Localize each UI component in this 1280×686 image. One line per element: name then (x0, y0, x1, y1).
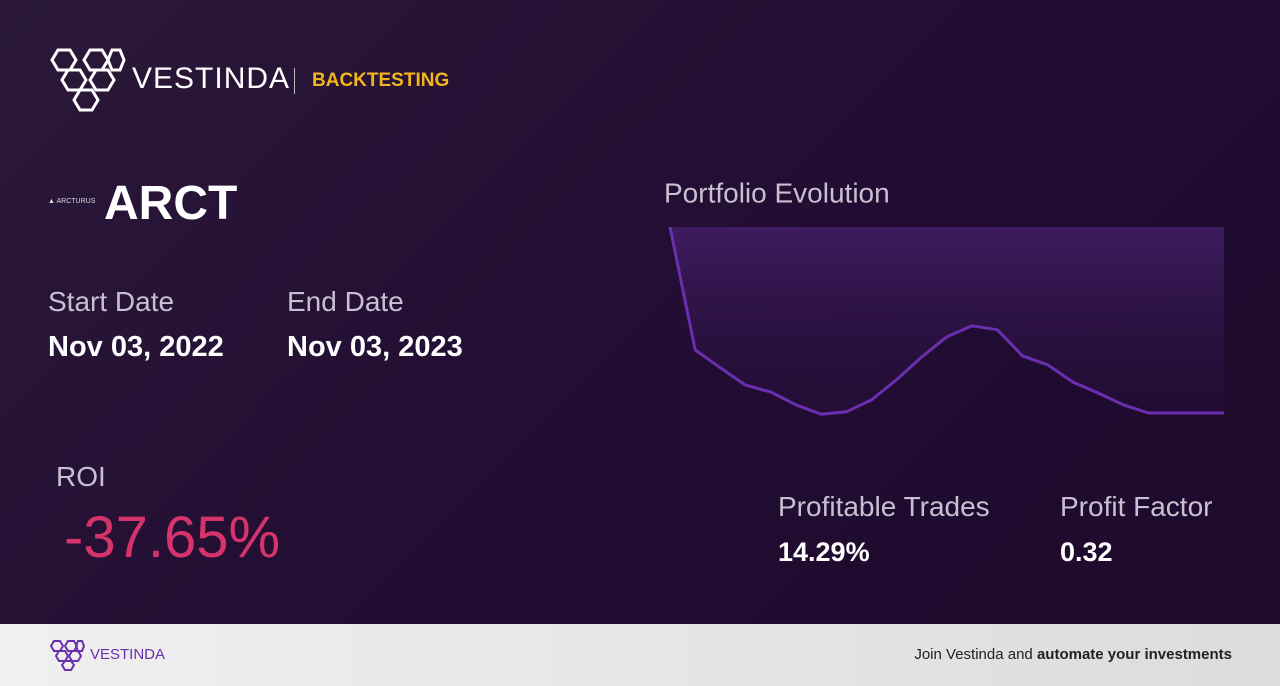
start-label: Start Date (48, 286, 175, 317)
footer-logo (49, 640, 86, 671)
brand: VESTINDA (132, 62, 291, 95)
area-fill (670, 227, 1224, 415)
asset-logo: ▲ ARCTURUS (48, 198, 96, 205)
footer: VESTINDA Join Vestinda and automate your… (0, 624, 1280, 686)
profitable-value: 14.29% (778, 537, 870, 567)
footer-bold: automate your investments (1036, 646, 1232, 663)
asset-logo-text: ARCTURUS (56, 198, 96, 205)
start-value: Nov 03, 2022 (48, 331, 224, 363)
footer-text: Join Vestinda and (914, 646, 1033, 663)
end-label: End Date (287, 286, 404, 317)
factor-value: 0.32 (1060, 537, 1113, 567)
footer-brand: VESTINDA (90, 646, 166, 663)
roi-value: -37.65% (64, 505, 281, 570)
footer-cta: Join Vestinda and automate your investme… (914, 646, 1232, 663)
roi-label: ROI (56, 461, 106, 492)
logo-icon (50, 48, 126, 112)
end-value: Nov 03, 2023 (287, 331, 463, 363)
divider (294, 68, 295, 94)
portfolio-chart: Portfolio Evolution (664, 177, 1224, 416)
section: BACKTESTING (312, 70, 450, 91)
ticker: ARCT (104, 177, 238, 230)
chart-title: Portfolio Evolution (664, 177, 890, 208)
portfolio-line (668, 226, 1224, 416)
profitable-label: Profitable Trades (778, 491, 990, 522)
factor-label: Profit Factor (1060, 491, 1213, 522)
